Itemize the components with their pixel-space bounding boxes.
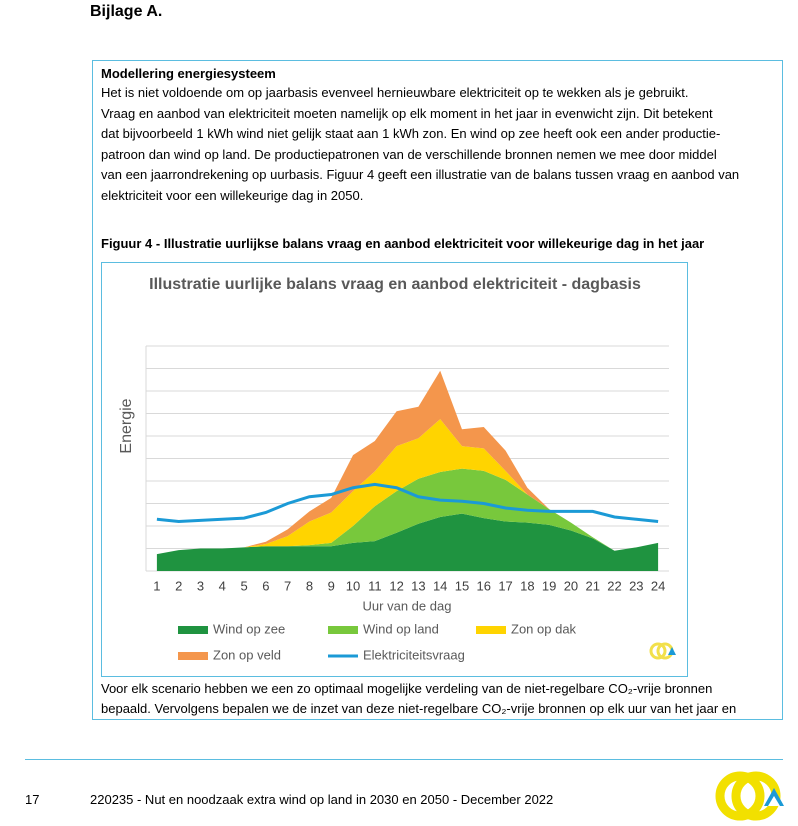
x-tick-label: 12 bbox=[389, 578, 403, 593]
x-axis-label: Uur van de dag bbox=[363, 598, 452, 613]
legend-swatch bbox=[178, 626, 208, 634]
x-tick-label: 10 bbox=[346, 578, 360, 593]
x-tick-label: 24 bbox=[651, 578, 665, 593]
legend-swatch bbox=[328, 626, 358, 634]
x-tick-label: 14 bbox=[433, 578, 447, 593]
x-tick-label: 15 bbox=[455, 578, 469, 593]
x-tick-label: 16 bbox=[477, 578, 491, 593]
figure-caption: Figuur 4 - Illustratie uurlijkse balans … bbox=[101, 236, 705, 251]
area bbox=[156, 419, 659, 555]
x-tick-label: 21 bbox=[585, 578, 599, 593]
legend-label: Wind op zee bbox=[213, 621, 285, 636]
x-tick-label: 23 bbox=[629, 578, 643, 593]
legend-swatch bbox=[178, 652, 208, 660]
legend-swatch bbox=[476, 626, 506, 634]
x-tick-label: 13 bbox=[411, 578, 425, 593]
x-tick-label: 6 bbox=[262, 578, 269, 593]
footer-text: 220235 - Nut en noodzaak extra wind op l… bbox=[90, 792, 554, 807]
y-axis-label: Energie bbox=[118, 398, 135, 453]
text-line: dat bijvoorbeeld 1 kWh wind niet gelijk … bbox=[101, 126, 721, 142]
area bbox=[156, 468, 659, 555]
x-tick-label: 4 bbox=[219, 578, 226, 593]
x-tick-label: 19 bbox=[542, 578, 556, 593]
text-line: Het is niet voldoende om op jaarbasis ev… bbox=[101, 85, 689, 100]
text-line: van een jaarrondrekening op uurbasis. Fi… bbox=[101, 167, 740, 183]
chart-title: Illustratie uurlijke balans vraag en aan… bbox=[149, 276, 641, 293]
text-line: bepaald. Vervolgens bepalen we de inzet … bbox=[101, 701, 737, 716]
x-tick-label: 5 bbox=[240, 578, 247, 593]
x-tick-label: 22 bbox=[607, 578, 621, 593]
text-line: Voor elk scenario hebben we een zo optim… bbox=[101, 681, 713, 696]
legend-label: Elektriciteitsvraag bbox=[363, 647, 465, 662]
text-line: elektriciteit voor een willekeurige dag … bbox=[101, 188, 364, 203]
x-tick-label: 9 bbox=[328, 578, 335, 593]
text-line: patroon dan wind op land. De productiepa… bbox=[101, 146, 717, 162]
footer-line bbox=[25, 759, 783, 760]
x-tick-label: 20 bbox=[564, 578, 578, 593]
x-tick-label: 7 bbox=[284, 578, 291, 593]
x-tick-label: 2 bbox=[175, 578, 182, 593]
x-tick-label: 11 bbox=[368, 578, 382, 593]
area bbox=[156, 513, 659, 571]
chart: Energie Uur van de dag 1 2 3 4 5 6 7 8 9 10 11 12 13… bbox=[118, 345, 676, 662]
appendix-title: Bijlage A. bbox=[90, 3, 163, 20]
x-tick-label: 18 bbox=[520, 578, 534, 593]
text-line: Vraag en aanbod van elektriciteit moeten… bbox=[101, 105, 713, 121]
chart-frame: Illustratie uurlijke balans vraag en aan… bbox=[101, 262, 688, 677]
x-tick-label: 1 bbox=[153, 578, 160, 593]
x-tick-label: 3 bbox=[197, 578, 204, 593]
text-box bbox=[92, 60, 783, 720]
chart-logo bbox=[649, 642, 676, 660]
line bbox=[156, 482, 659, 524]
legend-label: Wind op land bbox=[363, 621, 439, 636]
page-number: 17 bbox=[25, 792, 40, 807]
legend-label: Zon op veld bbox=[213, 647, 281, 662]
box-heading: Modellering energiesysteem bbox=[101, 66, 276, 81]
legend-label: Zon op dak bbox=[511, 621, 577, 636]
x-tick-label: 17 bbox=[498, 578, 512, 593]
footer-logo bbox=[715, 771, 784, 821]
x-tick-label: 8 bbox=[306, 578, 313, 593]
